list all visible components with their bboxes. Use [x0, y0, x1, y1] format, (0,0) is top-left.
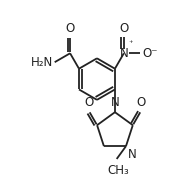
Text: N: N [111, 96, 119, 109]
Text: O: O [119, 21, 128, 35]
Text: H₂N: H₂N [30, 56, 53, 69]
Text: N: N [119, 47, 128, 60]
Text: O⁻: O⁻ [143, 47, 158, 60]
Text: O: O [65, 21, 75, 35]
Text: O: O [136, 96, 145, 109]
Text: O: O [85, 96, 94, 109]
Text: ⁺: ⁺ [129, 39, 133, 48]
Text: N: N [128, 148, 137, 161]
Text: CH₃: CH₃ [108, 164, 130, 177]
